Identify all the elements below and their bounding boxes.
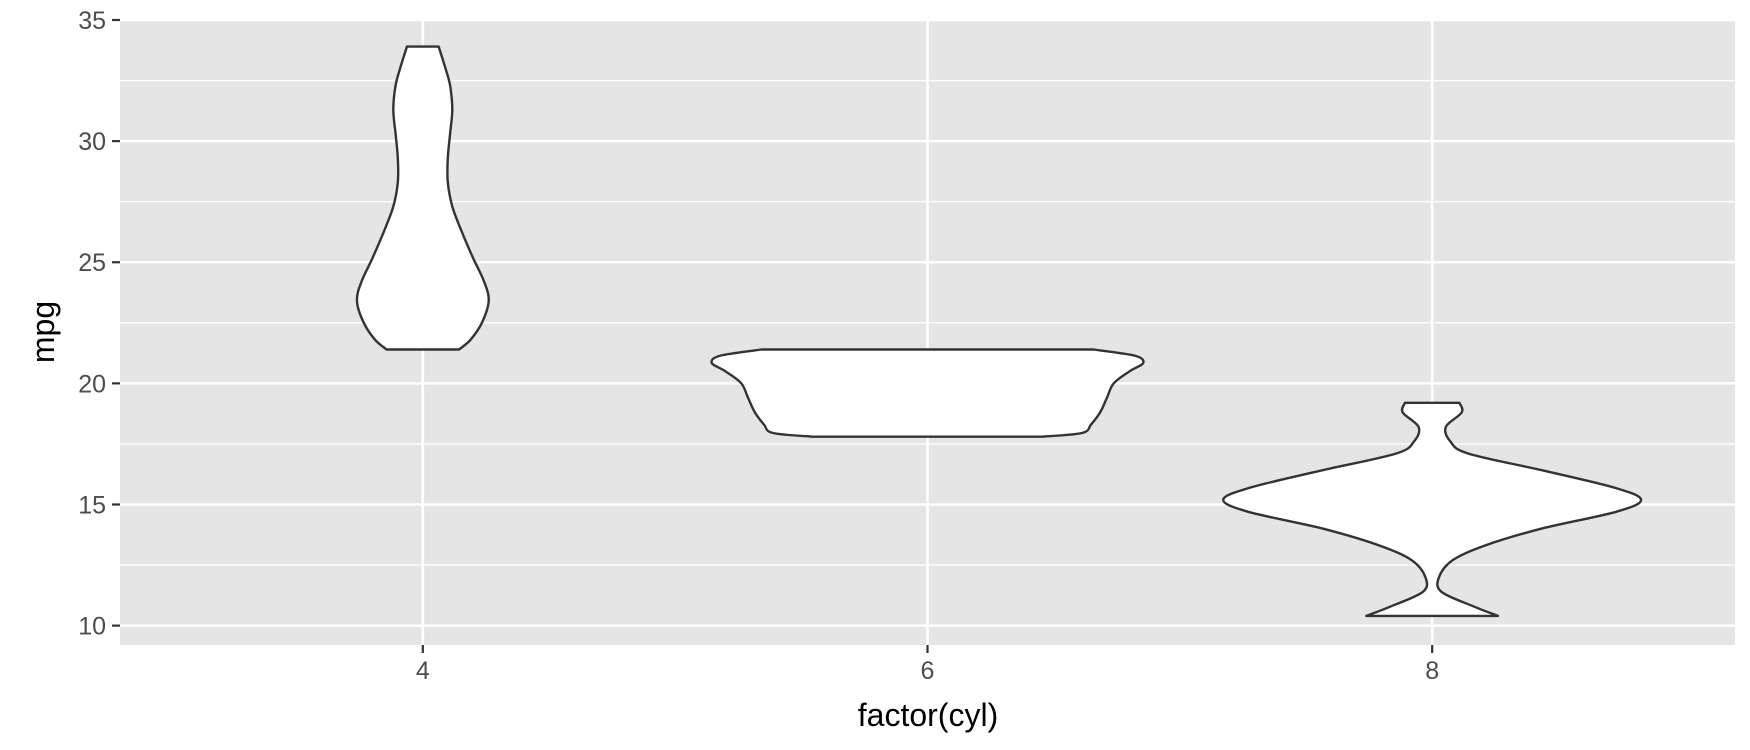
violin-layer <box>355 45 1643 618</box>
y-tick-label: 25 <box>78 249 106 277</box>
x-tick-label: 4 <box>416 657 430 685</box>
y-tick-label: 35 <box>78 7 106 35</box>
x-tick-label: 8 <box>1425 657 1439 685</box>
y-tick-label: 10 <box>78 613 106 641</box>
x-tick-label: 6 <box>921 657 935 685</box>
y-tick-label: 30 <box>78 128 106 156</box>
x-axis-title: factor(cyl) <box>858 697 998 733</box>
violin-4 <box>355 45 490 351</box>
axis-layer: 10 15 20 25 30 35 4 6 8 <box>78 7 1439 685</box>
y-tick-label: 20 <box>78 370 106 398</box>
violin-6 <box>710 348 1145 438</box>
violin-8 <box>1222 401 1643 618</box>
y-tick-label: 15 <box>78 491 106 519</box>
y-axis-title: mpg <box>25 301 61 363</box>
